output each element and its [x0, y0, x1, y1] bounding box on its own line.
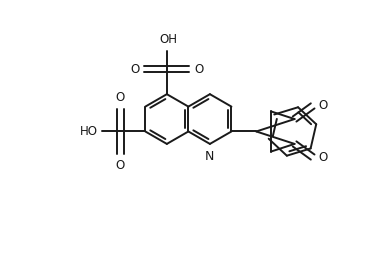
Text: O: O: [319, 151, 328, 164]
Text: O: O: [116, 159, 125, 172]
Text: O: O: [194, 63, 204, 76]
Text: O: O: [130, 63, 139, 76]
Text: O: O: [319, 99, 328, 112]
Text: HO: HO: [80, 125, 98, 138]
Text: OH: OH: [160, 33, 178, 46]
Text: O: O: [116, 91, 125, 104]
Text: N: N: [205, 150, 215, 163]
